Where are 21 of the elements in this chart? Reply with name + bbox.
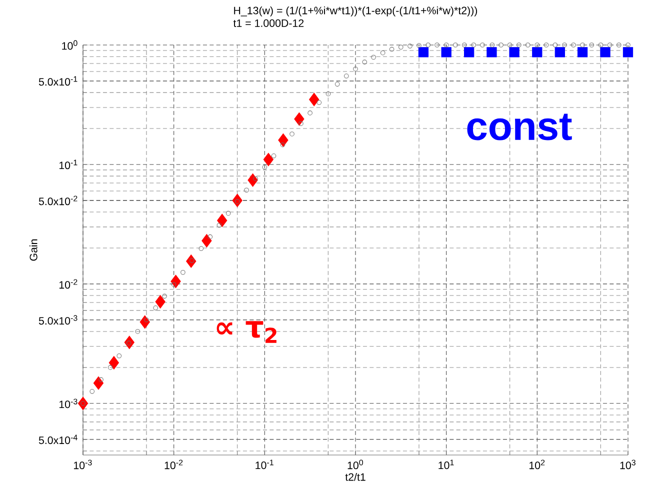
x-tick-label: 10$^{3}$ — [620, 460, 636, 470]
annotation: ∝ τ$_{2}$ — [216, 321, 276, 343]
y-tick-label: 5.0x10$^{-1}$ — [38, 76, 78, 86]
y-tick-label: 10$^{-2}$ — [59, 279, 78, 289]
x-tick-label: 10$^{1}$ — [438, 460, 454, 470]
y-axis-title: Gain — [29, 239, 38, 261]
x-axis-title: t2/t1 — [345, 472, 366, 481]
y-tick-label: 10$^{-3}$ — [59, 398, 78, 408]
chart-subtitle: t1 = 1.000D-12 — [233, 19, 304, 27]
annotation: const — [467, 114, 572, 140]
y-tick-label: 10$^{0}$ — [62, 40, 78, 50]
x-tick-label: 10$^{2}$ — [529, 460, 545, 470]
y-tick-label: 10$^{-1}$ — [59, 160, 78, 170]
x-tick-label: 10$^{-3}$ — [74, 460, 92, 470]
y-tick-label: 5.0x10$^{-3}$ — [38, 315, 78, 325]
x-tick-label: 10$^{0}$ — [348, 460, 364, 470]
y-tick-label: 5.0x10$^{-2}$ — [38, 196, 78, 206]
y-tick-label: 5.0x10$^{-4}$ — [38, 434, 78, 444]
x-tick-label: 10$^{-1}$ — [256, 460, 274, 470]
chart-title: H_13(w) = (1/(1+%i*w*t1))*(1-exp(-(1/t1+%i*w)*t2))) — [234, 6, 478, 16]
x-tick-label: 10$^{-2}$ — [164, 460, 183, 470]
